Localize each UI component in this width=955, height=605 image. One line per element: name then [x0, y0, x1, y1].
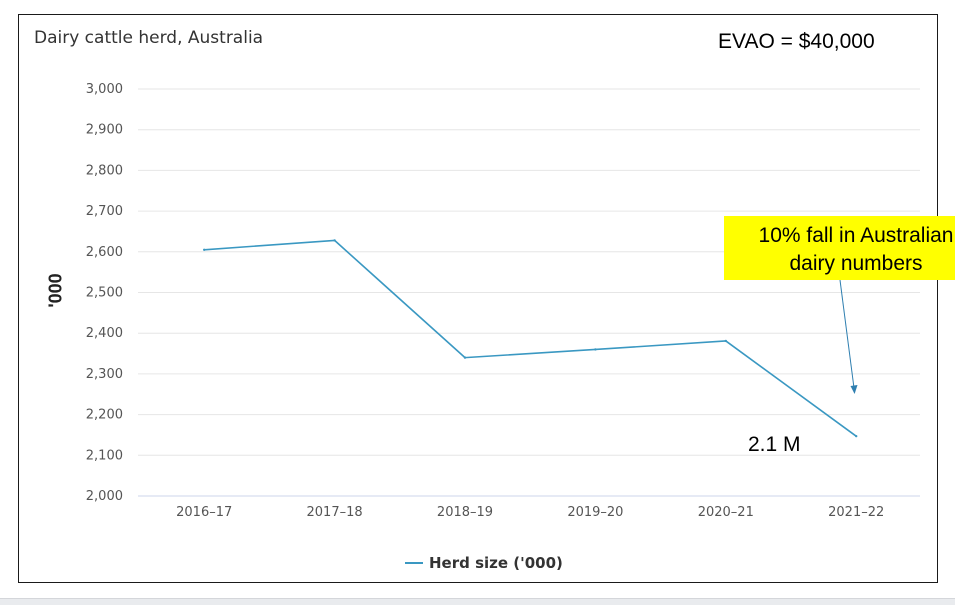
chart-frame [18, 14, 938, 583]
callout-text: 10% fall in Australian dairy numbers [758, 224, 954, 275]
y-tick-label: 2,900 [86, 123, 123, 138]
chart-title: Dairy cattle herd, Australia [34, 28, 264, 48]
callout-arrow-line [839, 279, 855, 389]
data-point[interactable] [594, 348, 597, 351]
x-tick-label: 2016–17 [176, 505, 232, 520]
y-tick-label: 2,400 [86, 326, 123, 341]
legend[interactable]: Herd size ('000) [405, 553, 563, 573]
y-tick-label: 2,200 [86, 408, 123, 423]
y-tick-label: 2,600 [86, 245, 123, 260]
y-tick-label: 2,000 [86, 489, 123, 504]
y-tick-label: 2,700 [86, 204, 123, 219]
data-point[interactable] [333, 239, 336, 242]
series-line[interactable] [204, 239, 857, 437]
value-annotation: 2.1 M [748, 433, 801, 456]
data-point[interactable] [203, 248, 206, 251]
y-tick-label: 3,000 [86, 82, 123, 97]
callout-box: 10% fall in Australian dairy numbers [724, 216, 955, 280]
y-tick-label: 2,300 [86, 367, 123, 382]
x-tick-label: 2017–18 [307, 505, 363, 520]
y-tick-label: 2,100 [86, 448, 123, 463]
evao-annotation: EVAO = $40,000 [718, 30, 875, 53]
data-point[interactable] [724, 339, 727, 343]
bottom-strip [0, 598, 955, 605]
x-tick-label: 2021–22 [828, 505, 884, 520]
legend-label: Herd size ('000) [429, 554, 563, 572]
x-tick-label: 2020–21 [698, 505, 754, 520]
y-tick-label: 2,500 [86, 286, 123, 301]
legend-swatch [405, 562, 423, 564]
y-tick-label: 2,800 [86, 163, 123, 178]
callout-arrowhead [850, 385, 858, 394]
data-point[interactable] [463, 356, 467, 359]
x-tick-label: 2018–19 [437, 505, 493, 520]
x-tick-label: 2019–20 [567, 505, 623, 520]
data-point[interactable] [855, 434, 858, 438]
